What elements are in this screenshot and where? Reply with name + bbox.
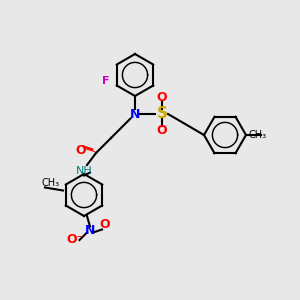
Text: F: F — [102, 76, 110, 86]
Text: O: O — [157, 91, 167, 104]
Text: O: O — [100, 218, 110, 231]
Text: O: O — [76, 143, 86, 157]
Text: CH₃: CH₃ — [249, 130, 267, 140]
Text: O: O — [157, 124, 167, 137]
Text: O⁻: O⁻ — [66, 233, 84, 246]
Text: N: N — [85, 224, 95, 238]
Text: CH₃: CH₃ — [42, 178, 60, 188]
Text: S: S — [157, 106, 167, 122]
Text: NH: NH — [76, 166, 92, 176]
Text: N: N — [130, 107, 140, 121]
